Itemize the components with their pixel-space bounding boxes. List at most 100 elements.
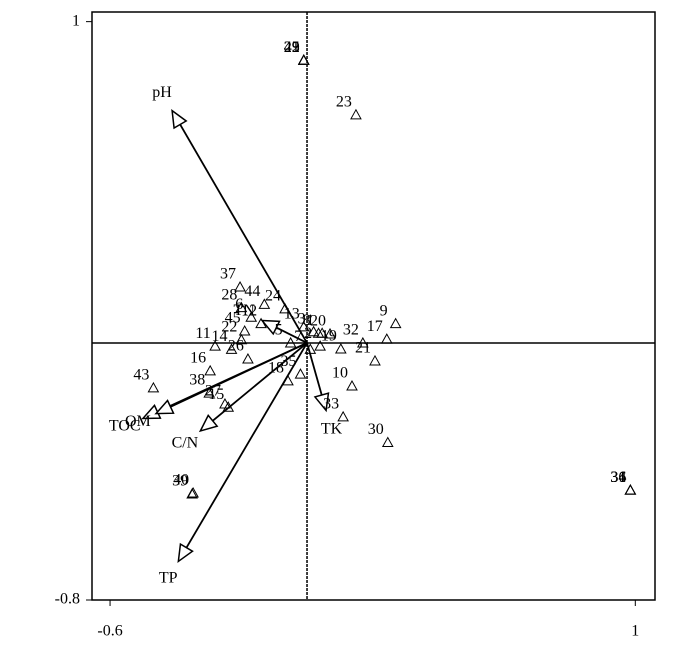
variable-label: TP [159, 569, 178, 586]
arrow-head [171, 109, 188, 130]
sample-point [147, 381, 160, 393]
sample-label: 3 [298, 310, 306, 327]
sample-point [624, 484, 637, 495]
sample-point [294, 368, 307, 379]
sample-label: 25 [284, 39, 300, 56]
sample-label: 6 [235, 296, 243, 313]
sample-label: 24 [265, 288, 281, 305]
x-tick-label: -0.6 [97, 623, 122, 640]
sample-point [369, 354, 381, 366]
sample-point [314, 340, 327, 351]
sample-label: 43 [133, 367, 149, 384]
sample-label: 38 [189, 372, 205, 389]
sample-point [307, 325, 320, 337]
sample-label: 17 [367, 318, 383, 335]
sample-point [225, 343, 238, 354]
sample-label: 16 [190, 350, 206, 367]
sample-label: 26 [228, 338, 244, 355]
sample-point [356, 336, 369, 348]
sample-point [238, 325, 251, 336]
sample-point [297, 54, 310, 65]
sample-point [284, 336, 297, 348]
arrow-head [198, 414, 219, 433]
sample-point [219, 397, 231, 409]
sample-point [304, 343, 317, 354]
sample-label: 15 [208, 386, 224, 403]
variable-arrow [170, 342, 308, 408]
sample-point [297, 320, 310, 332]
arrow-head [154, 399, 175, 415]
sample-point [282, 374, 294, 386]
sample-point [255, 317, 267, 329]
sample-point [334, 343, 347, 354]
sample-point [203, 387, 216, 398]
sample-label: 10 [332, 365, 348, 382]
sample-label: 44 [244, 283, 260, 300]
sample-label: 18 [268, 360, 284, 377]
sample-label: 31 [610, 469, 626, 486]
sample-label: 37 [220, 266, 236, 283]
sample-label: 8 [303, 312, 311, 329]
sample-label: 42 [284, 39, 300, 56]
sample-point [381, 436, 394, 448]
sample-label: 19 [321, 328, 337, 345]
sample-point [234, 281, 246, 292]
sample-point [209, 340, 221, 351]
sample-point [312, 327, 325, 338]
sample-label: 7 [294, 328, 302, 345]
sample-label: 27 [205, 383, 221, 400]
sample-point [624, 484, 637, 495]
sample-label: 14 [212, 328, 228, 345]
sample-label: 32 [343, 322, 359, 339]
arrow-head [177, 542, 194, 564]
variable-label: TK [321, 420, 343, 437]
sample-label: 39 [172, 473, 188, 490]
sample-label: 13 [284, 306, 300, 323]
sample-point [222, 401, 235, 412]
sample-point [235, 333, 248, 345]
sample-point [258, 298, 271, 309]
sample-point [350, 108, 362, 120]
plot-frame [91, 11, 656, 601]
sample-label: 34 [610, 469, 626, 486]
sample-label: 35 [280, 353, 296, 370]
sample-label: 21 [355, 340, 371, 357]
sample-point [380, 333, 393, 344]
variable-arrow [306, 342, 323, 396]
sample-label: 33 [323, 396, 339, 413]
arrow-head [260, 319, 281, 336]
y-tick-label: -0.8 [55, 591, 80, 608]
sample-label: 41 [284, 39, 300, 56]
sample-point [346, 379, 358, 391]
sample-label: 28 [221, 286, 237, 303]
sample-label: 12 [241, 302, 257, 319]
x-tick-label: 1 [631, 623, 639, 640]
sample-point [389, 317, 402, 329]
variable-label: C/N [172, 434, 199, 451]
sample-label: 1 [306, 312, 314, 329]
sample-point [242, 352, 254, 364]
y-tick-label: 1 [72, 12, 80, 29]
sample-label: 2 [304, 325, 312, 342]
sample-point [337, 410, 349, 422]
sample-label: 5 [275, 322, 283, 339]
sample-label: 20 [310, 313, 326, 330]
sample-point [279, 302, 291, 314]
sample-label: 9 [380, 302, 388, 319]
sample-point [245, 311, 258, 322]
variable-arrow [179, 124, 308, 344]
arrow-head [313, 392, 330, 413]
sample-point [324, 327, 336, 339]
variable-label: OM [125, 413, 151, 430]
sample-label: 45 [225, 310, 241, 327]
sample-point [187, 486, 199, 498]
sample-label: 23 [336, 93, 352, 110]
sample-point [204, 364, 217, 376]
variable-label: pH [152, 84, 172, 101]
variable-label: TOC [109, 417, 141, 434]
variable-arrow [275, 326, 308, 344]
sample-point [624, 484, 637, 495]
sample-label: 40 [173, 472, 189, 489]
sample-label: 11 [195, 325, 210, 342]
